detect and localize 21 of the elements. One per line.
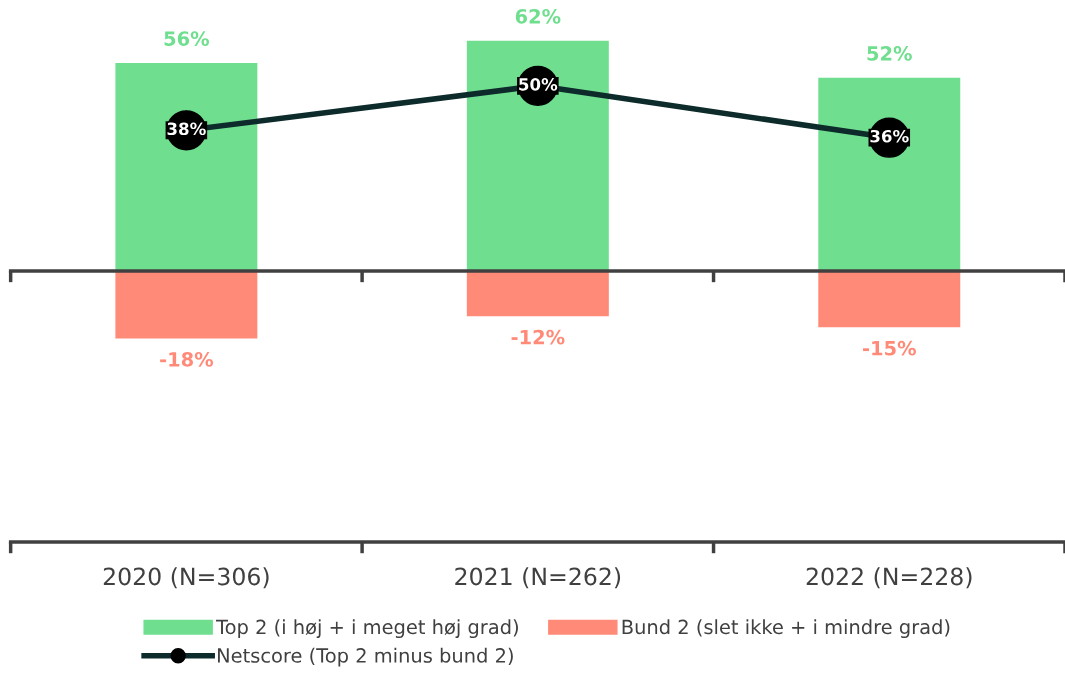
data-label: 36% — [870, 129, 909, 143]
data-label: -15% — [863, 340, 916, 356]
x-tick-label: 2020 (N=306) — [103, 567, 269, 589]
bar — [466, 270, 609, 317]
data-label: 56% — [164, 31, 210, 46]
legend-label: Netscore (Top 2 minus bund 2) — [217, 647, 513, 667]
x-tick-label: 2021 (N=262) — [455, 567, 621, 589]
bar — [115, 62, 258, 272]
bar — [818, 77, 961, 272]
data-label: 50% — [519, 78, 558, 91]
legend-label: Bund 2 (slet ikke + i mindre grad) — [622, 619, 950, 639]
data-label: -12% — [511, 329, 565, 345]
data-label: 38% — [167, 122, 206, 136]
bar — [818, 270, 961, 328]
x-tick-label: 2022 (N=228) — [806, 567, 972, 589]
bar — [115, 270, 258, 339]
bar — [466, 40, 609, 272]
legend-label: Top 2 (i høj + i meget høj grad) — [216, 619, 518, 639]
data-label: 52% — [867, 46, 912, 61]
data-label: 62% — [515, 8, 561, 24]
data-label: -18% — [160, 351, 214, 367]
